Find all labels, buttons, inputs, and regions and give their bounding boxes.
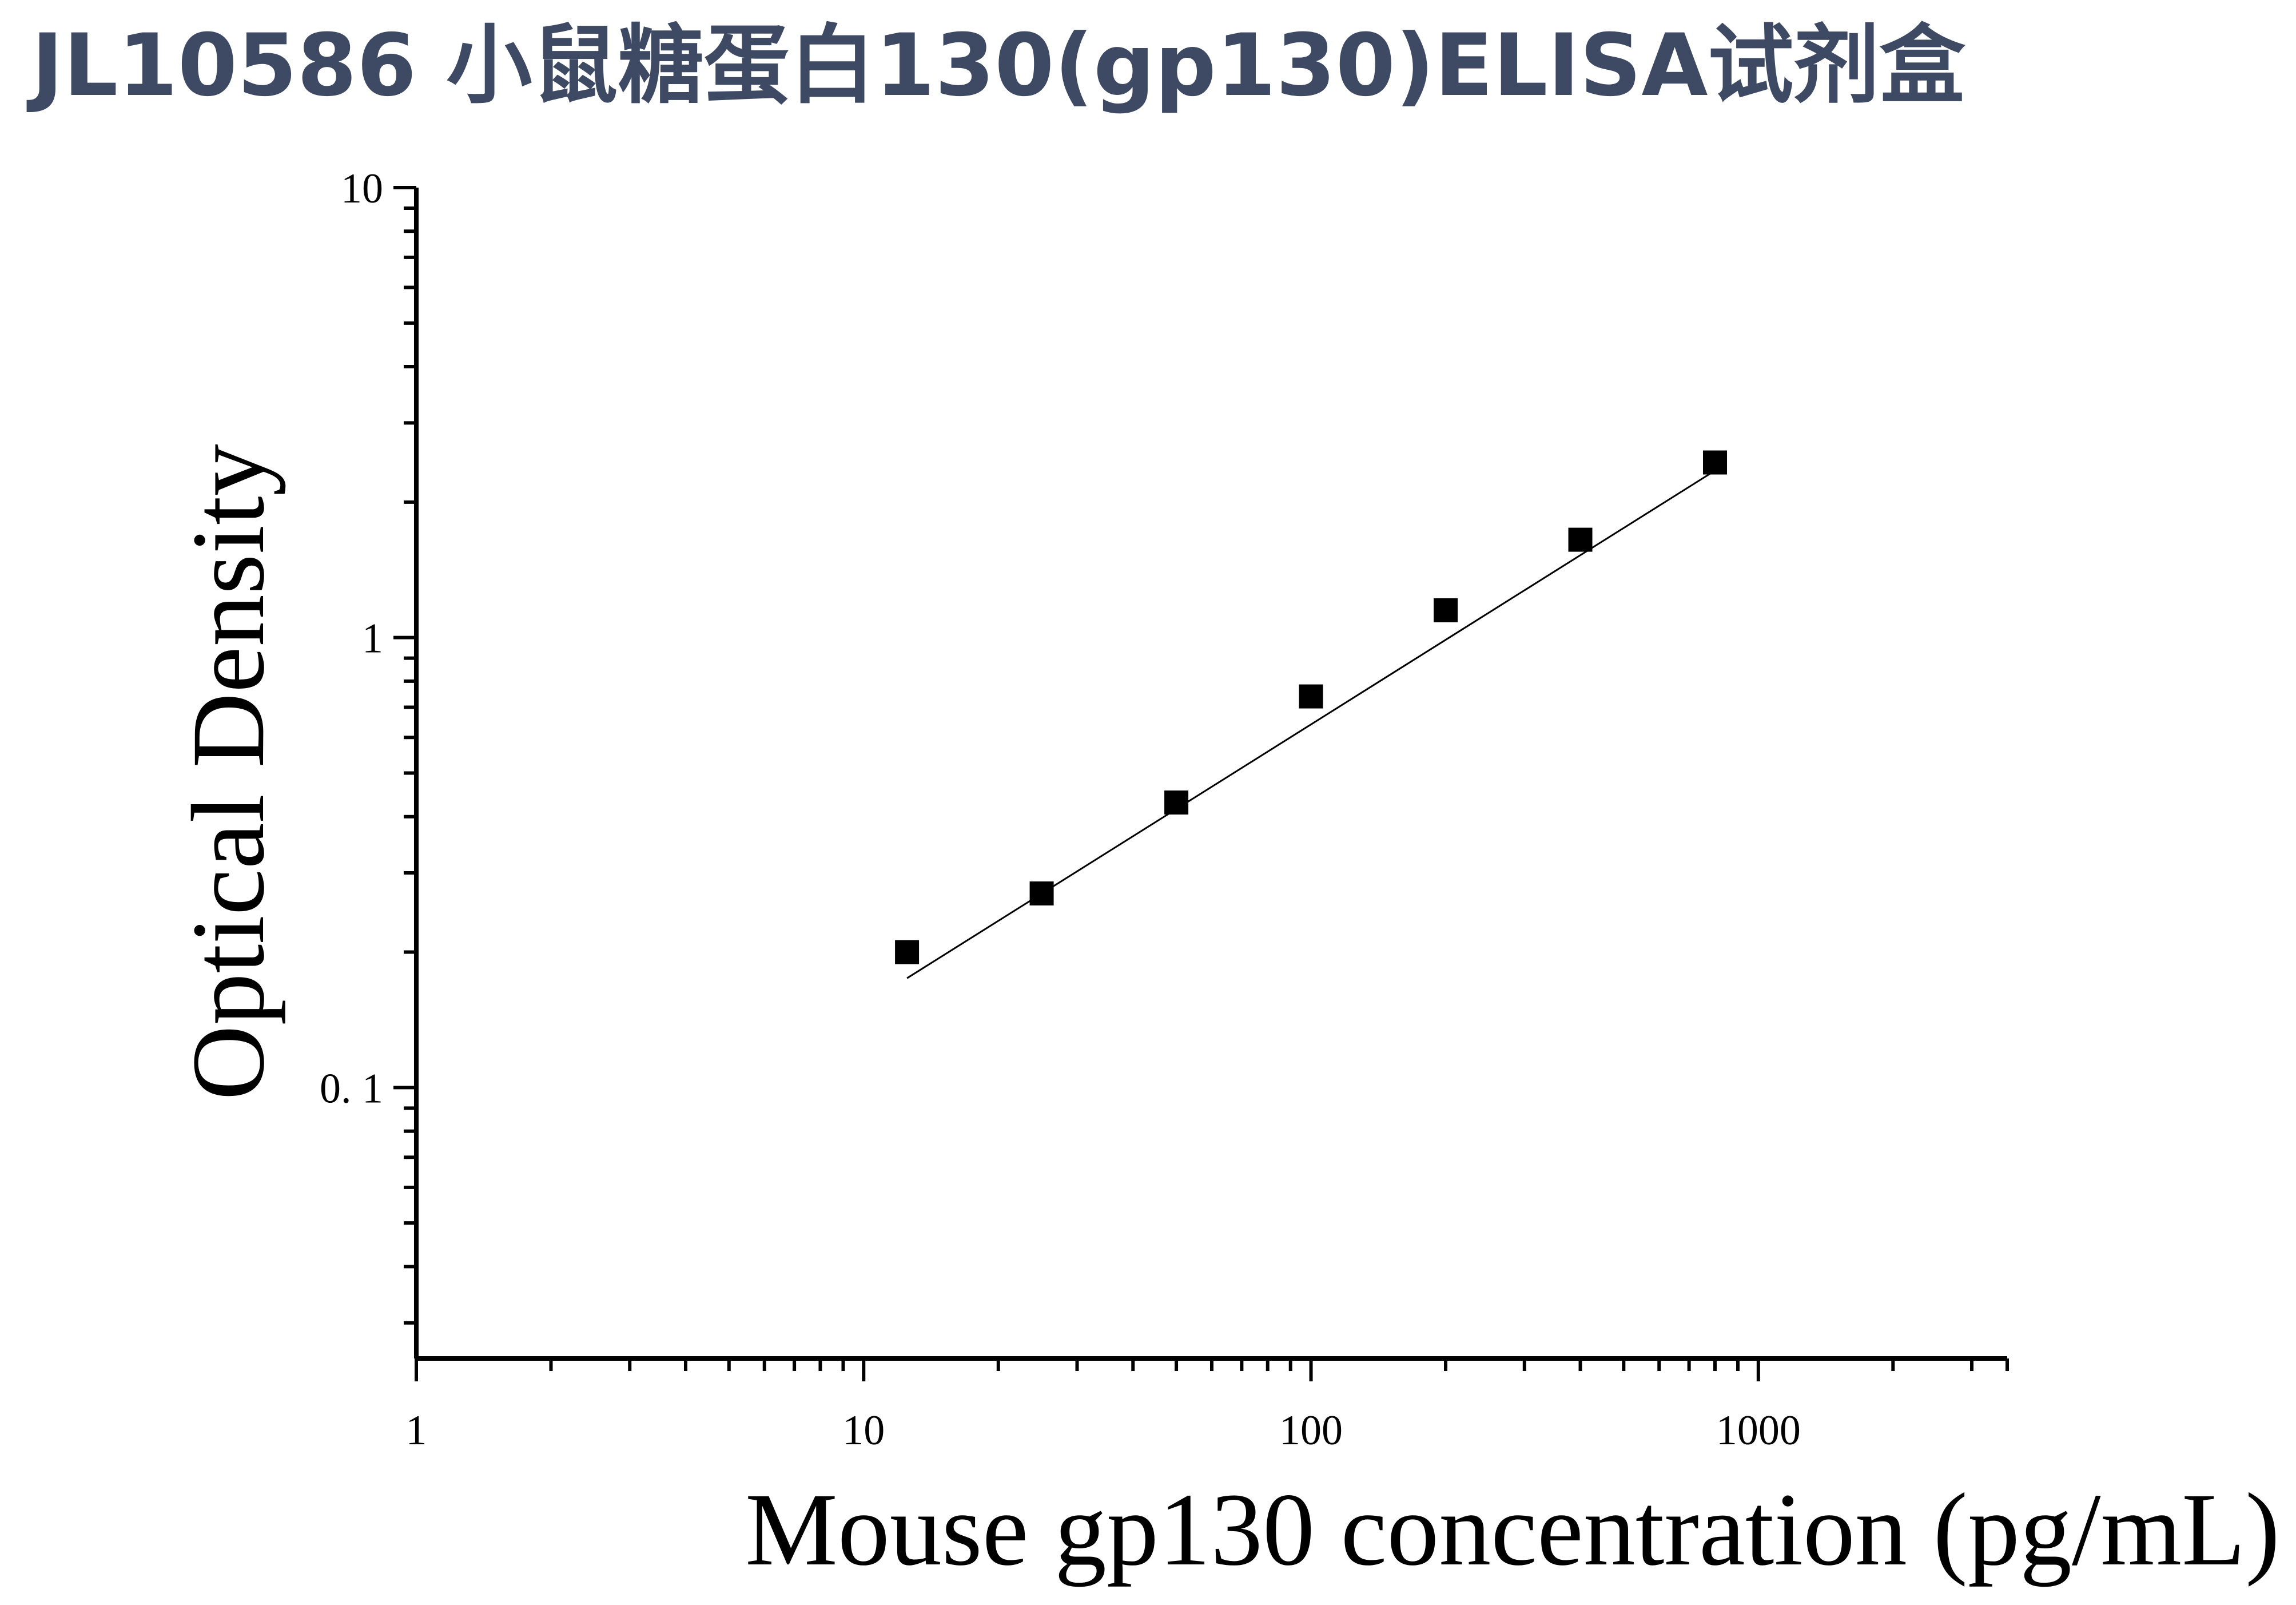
x-tick-label: 1000 [1716,1407,1801,1454]
axes: 1 10 100 1000 0. 1 1 10 [320,165,2009,1454]
fit-line-group [906,470,1716,979]
y-axis-label: Optical Density [171,444,286,1100]
data-point [1434,598,1458,622]
fit-line [906,470,1716,979]
y-tick-label: 10 [341,165,383,212]
x-axis-label: Mouse gp130 concentration (pg/mL) [745,1472,2280,1587]
data-point [1703,450,1728,475]
x-tick-label: 100 [1279,1407,1343,1454]
data-point [1568,527,1593,552]
data-point [1164,790,1189,815]
x-tick-label: 10 [842,1407,885,1454]
x-tick-label: 1 [406,1407,427,1454]
data-point [1029,881,1054,906]
y-tick-label: 1 [362,615,383,662]
data-point [895,940,920,964]
data-point [1299,684,1323,709]
page-title: JL10586 小鼠糖蛋白130(gp130)ELISA试剂盒 [31,16,1965,116]
y-tick-label: 0. 1 [320,1065,383,1112]
data-points [895,450,1728,964]
